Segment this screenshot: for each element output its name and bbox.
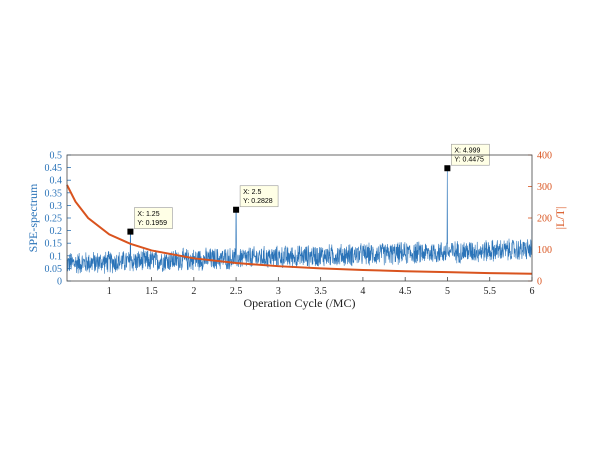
lt-ratio-series [66,184,533,275]
datatip-x-label: X: 1.25 [137,211,159,218]
spe-spectrum-series [66,168,533,274]
datatip-y-label: Y: 0.1959 [137,220,167,227]
y2-tick-label: 300 [537,182,552,193]
datatip-x-label: X: 2.5 [243,189,261,196]
y2-tick-label: 400 [537,151,552,162]
plot-frame [66,154,533,282]
x-tick-label: 3.5 [314,286,327,297]
x-axis-title: Operation Cycle (/MC) [244,296,356,310]
x-tick-label: 2 [191,286,196,297]
y-tick-label: 0.45 [45,163,63,174]
y-tick-label: 0.1 [50,251,63,262]
y-tick-label: 0.2 [50,226,63,237]
x-tick-label: 4 [360,286,365,297]
left-axis-ticks: 0 0.05 0.10.15 0.20.25 0.3 0.350.4 0.450.5 [45,151,71,288]
x-tick-label: 4.5 [399,286,412,297]
datatip-box [134,207,173,229]
x-tick-label: 1.5 [145,286,158,297]
y-tick-label: 0.4 [50,176,63,187]
y-tick-label: 0.5 [50,151,63,162]
datatip-y-label: Y: 0.4475 [454,157,484,164]
x-tick-label: 1 [107,286,112,297]
y2-tick-label: 0 [537,277,542,288]
x-tick-label: 5 [445,286,450,297]
datatip-y-label: Y: 0.2828 [243,198,273,205]
y-tick-label: 0.15 [45,239,63,250]
x-tick-label: 3 [276,286,281,297]
x-tick-label: 5.5 [483,286,496,297]
datatip-marker[interactable] [127,228,134,235]
x-tick-label: 6 [530,286,535,297]
y-tick-label: 0.05 [45,264,63,275]
y2-tick-label: 100 [537,245,552,256]
right-axis-title: |L/T| [553,207,567,230]
y2-tick-label: 200 [537,214,552,225]
y-tick-label: 0.35 [45,188,63,199]
y-tick-label: 0.3 [50,201,63,212]
datatip-marker[interactable] [233,206,240,213]
left-axis-title: SPE-spectrum [26,183,40,252]
x-tick-label: 2.5 [230,286,243,297]
datatip-x-label: X: 4.999 [454,148,480,155]
y-tick-label: 0 [57,277,62,288]
y-tick-label: 0.25 [45,214,63,225]
datatip-box [239,185,279,208]
datatip-marker[interactable] [444,165,451,172]
